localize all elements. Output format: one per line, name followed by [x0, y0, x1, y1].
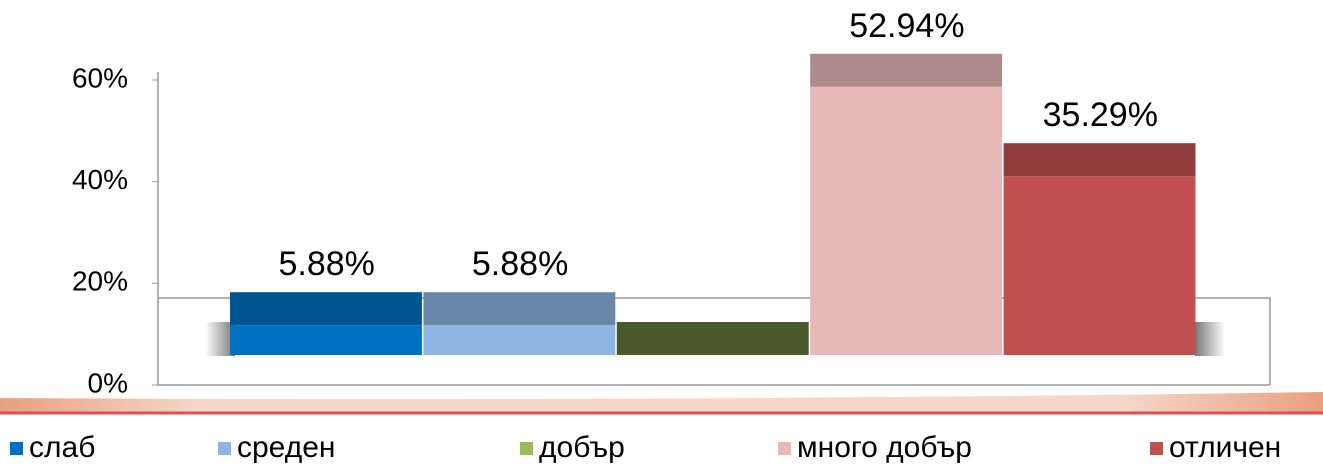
bar-top [616, 322, 809, 355]
legend-marker [1150, 442, 1163, 455]
y-tick-label: 20% [72, 266, 128, 297]
legend-label: добър [539, 431, 625, 464]
bar-top [230, 292, 422, 326]
data-label: 5.88% [278, 245, 374, 283]
bar [1003, 176, 1196, 355]
bar-top [1003, 143, 1196, 177]
bar [230, 325, 422, 355]
legend-label: много добър [797, 431, 972, 464]
decoration [0, 392, 1323, 412]
bar-top [810, 53, 1003, 87]
bar [423, 325, 616, 355]
legend-marker [10, 442, 23, 455]
y-tick-label: 40% [72, 164, 128, 195]
legend-label: слаб [29, 431, 95, 464]
legend-marker [520, 442, 533, 455]
data-label: 52.94% [849, 7, 964, 45]
data-label: 35.29% [1043, 96, 1158, 134]
bar-top [423, 292, 616, 326]
y-tick-label: 0% [88, 367, 128, 398]
floor-shadow [1195, 322, 1225, 356]
legend-label: отличен [1169, 431, 1281, 464]
bar [810, 86, 1003, 356]
legend-label: среден [237, 431, 335, 464]
legend-marker [218, 442, 231, 455]
legend-marker [778, 442, 791, 455]
y-tick-label: 60% [72, 62, 128, 93]
data-label: 5.88% [472, 245, 568, 283]
